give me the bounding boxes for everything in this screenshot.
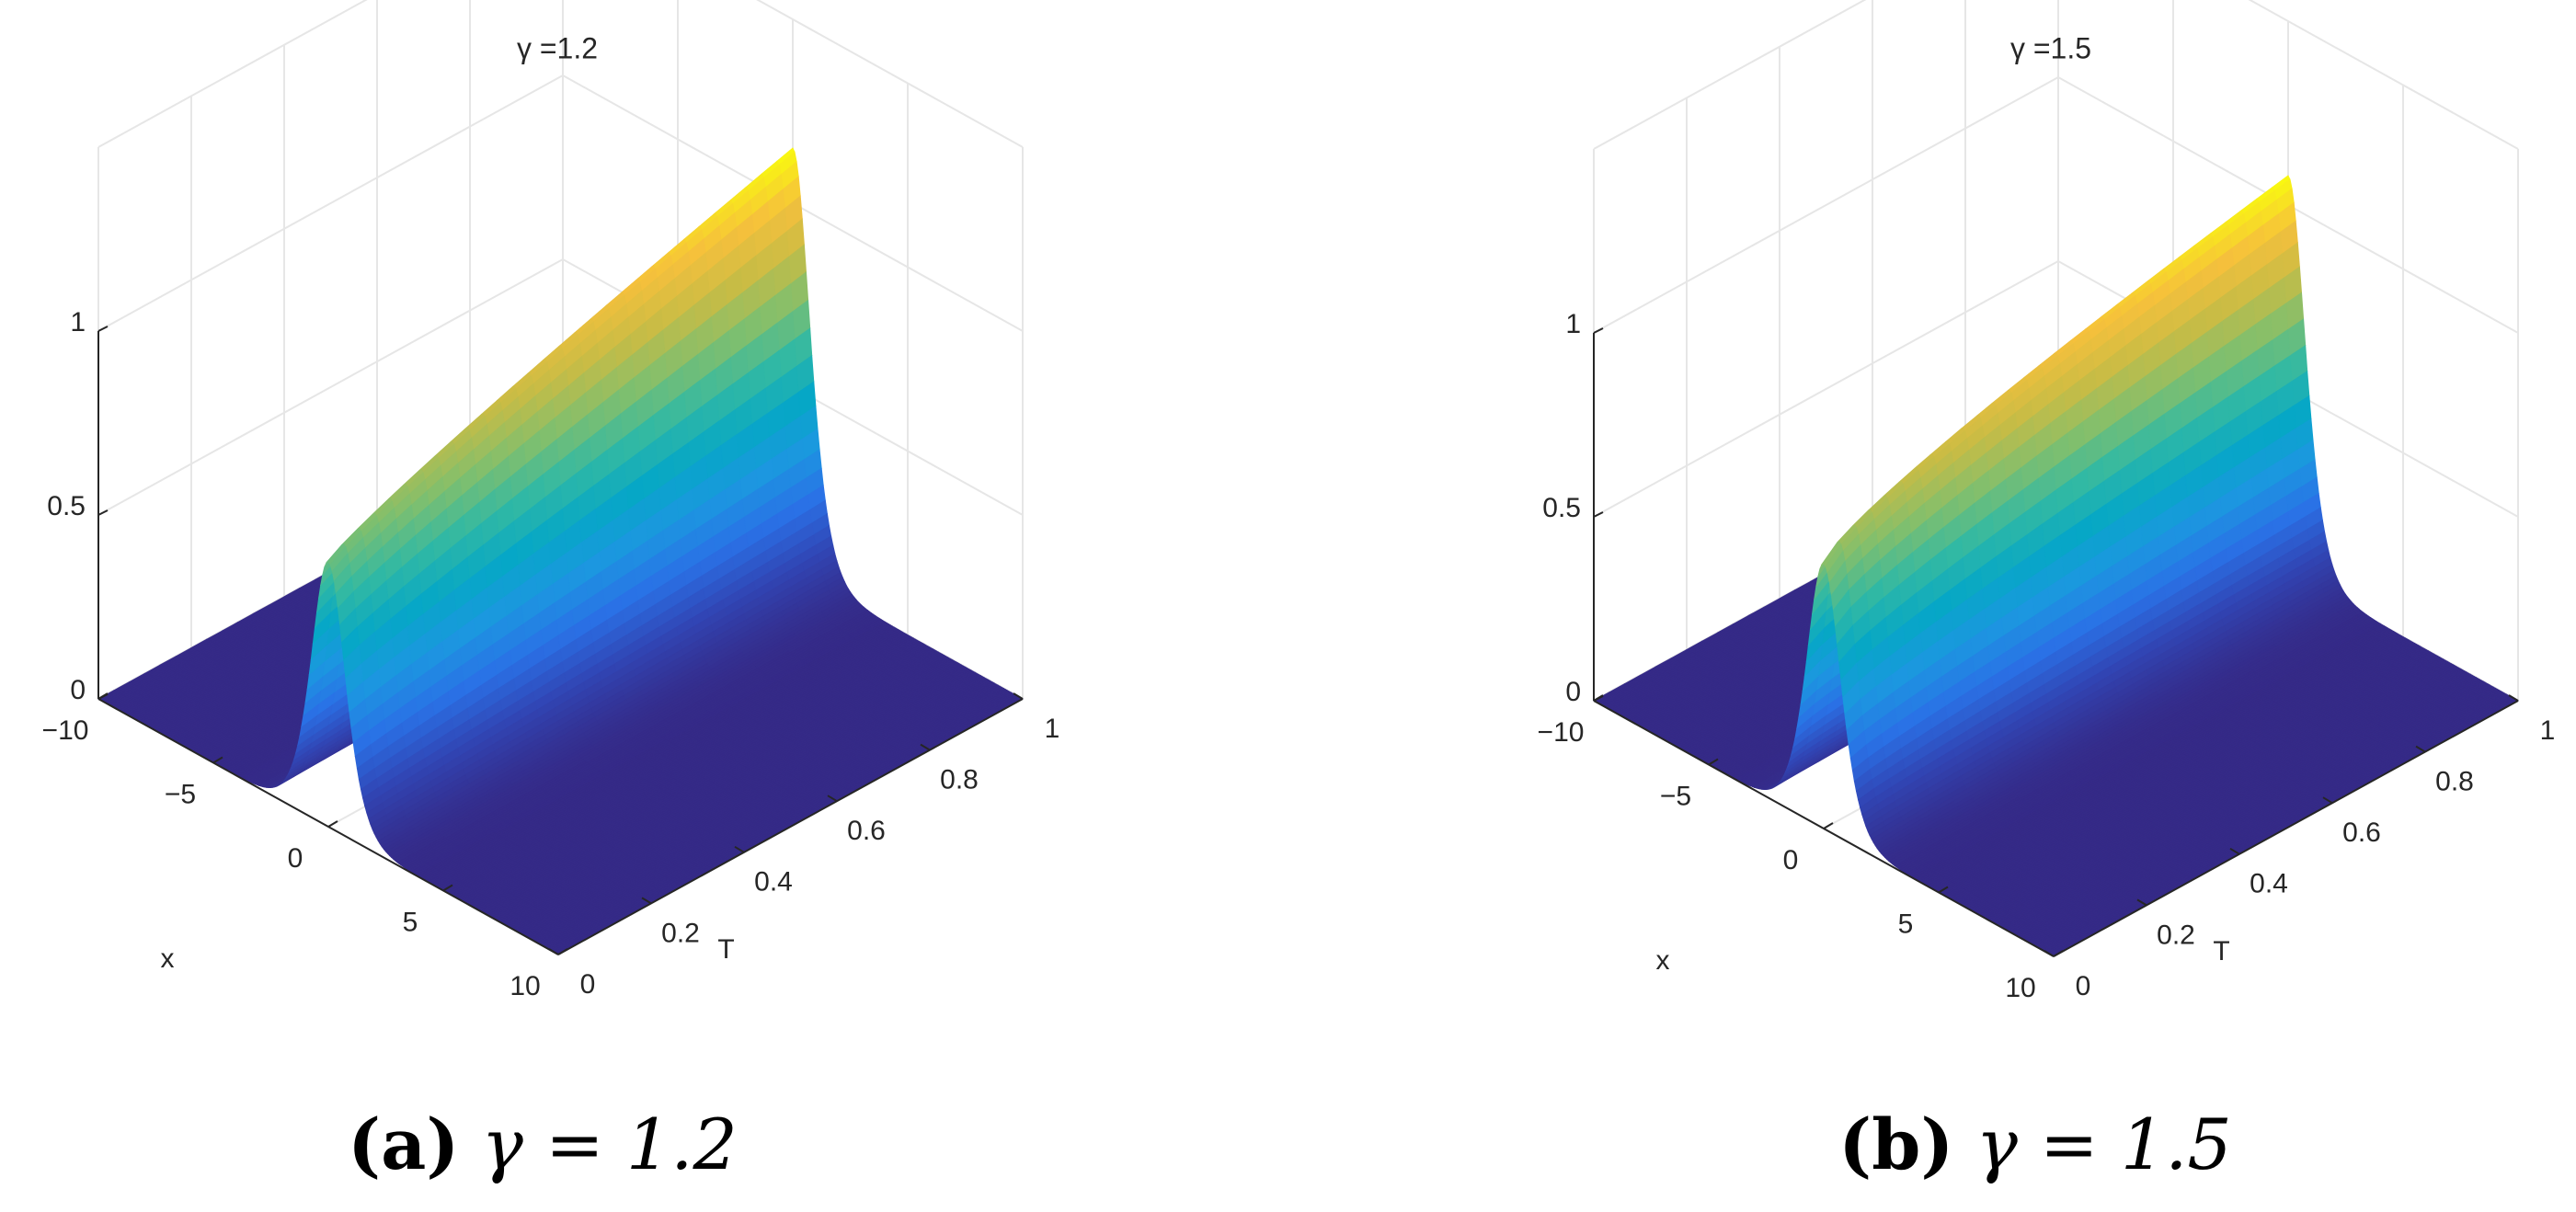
grid-line — [97, 0, 368, 148]
grid-line — [97, 258, 564, 516]
grid-line — [97, 74, 564, 332]
surface — [97, 147, 1024, 955]
grid-line — [756, 0, 1024, 148]
